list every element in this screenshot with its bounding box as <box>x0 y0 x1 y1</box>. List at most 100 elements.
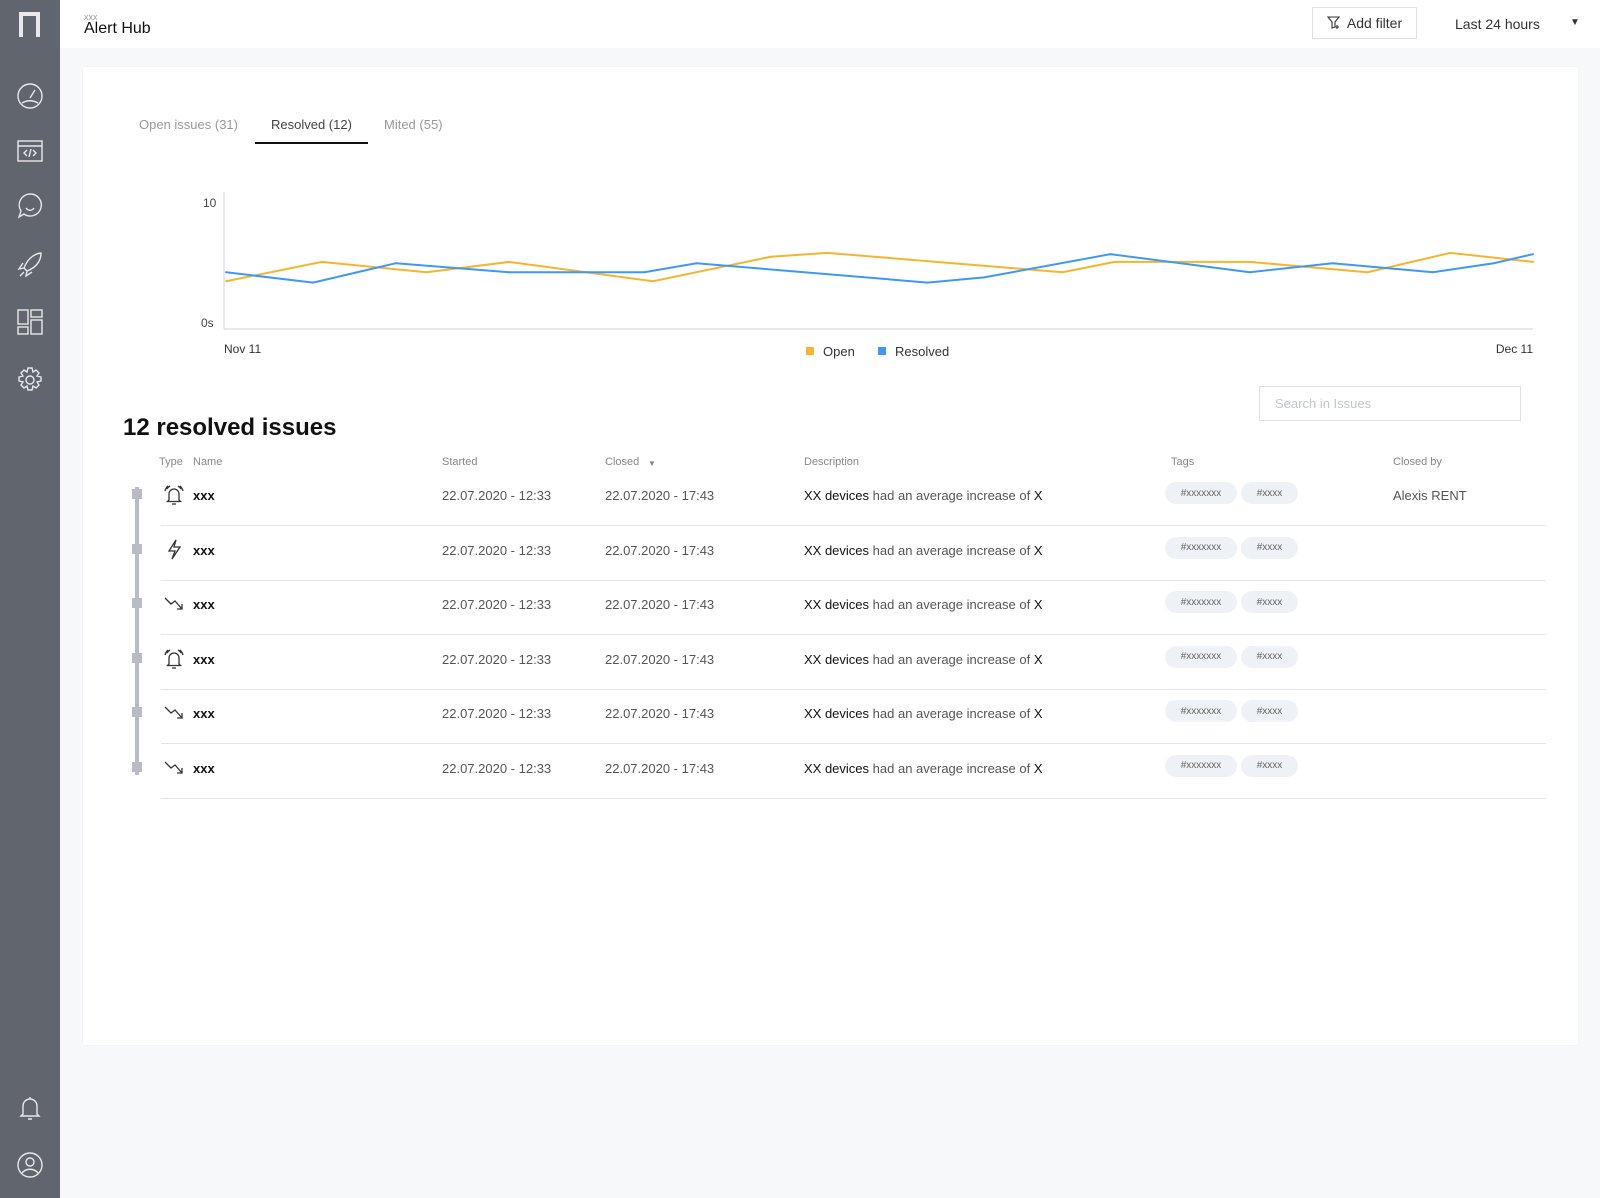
user-icon[interactable] <box>14 1149 46 1181</box>
started-date: 22.07.2020 - 12:33 <box>442 488 552 503</box>
closed-date: 22.07.2020 - 17:43 <box>605 706 715 721</box>
trend-down-icon <box>163 701 185 723</box>
tag-chip[interactable]: #xxxx <box>1241 754 1298 777</box>
series-group <box>225 251 1534 284</box>
desc-value: X <box>1033 488 1043 503</box>
closed-date: 22.07.2020 - 17:43 <box>605 597 715 612</box>
data-point-open <box>1449 251 1452 254</box>
series-line-resolved <box>225 253 1534 284</box>
started-date: 22.07.2020 - 12:33 <box>442 760 552 776</box>
data-point-open <box>651 280 654 283</box>
tab-mited[interactable]: Mited (55) <box>384 117 443 132</box>
tag-chip[interactable]: #xxxxxxx <box>1165 700 1237 722</box>
add-filter-button[interactable]: Add filter <box>1312 7 1417 39</box>
data-point-open <box>1113 260 1116 263</box>
started-date: 22.07.2020 - 12:33 <box>442 597 552 612</box>
issue-name[interactable]: xxx <box>193 706 215 721</box>
time-range-select[interactable]: Last 24 hours <box>1455 16 1540 32</box>
desc-text: had an average increase of <box>869 760 1034 776</box>
issue-row[interactable]: xxx 22.07.2020 - 12:33 22.07.2020 - 17:4… <box>132 527 1546 581</box>
data-point-open <box>320 260 323 263</box>
issue-row[interactable]: xxx 22.07.2020 - 12:33 22.07.2020 - 17:4… <box>132 745 1546 799</box>
issue-name[interactable]: xxx <box>193 651 215 667</box>
timeline-node <box>132 761 142 772</box>
issue-name[interactable]: xxx <box>193 542 215 558</box>
closed-date: 22.07.2020 - 17:43 <box>605 488 715 503</box>
top-bar: xxx Alert Hub Add filter Last 24 hours ▼ <box>60 0 1600 48</box>
data-point-resolved <box>225 271 227 274</box>
breadcrumb[interactable]: xxx <box>84 12 98 22</box>
legend-label-resolved[interactable]: Resolved <box>895 344 949 359</box>
col-closed[interactable]: Closed <box>605 456 640 468</box>
timeline-node <box>132 652 142 663</box>
desc-subject: XX devices <box>804 651 870 667</box>
issue-description: XX devices had an average increase of X <box>804 652 1043 667</box>
issue-row[interactable]: xxx 22.07.2020 - 12:33 22.07.2020 - 17:4… <box>132 472 1546 526</box>
desc-text: had an average increase of <box>869 542 1034 558</box>
desc-subject: XX devices <box>804 597 870 612</box>
timeline-bar <box>135 487 139 775</box>
tag-chip[interactable]: #xxxx <box>1241 482 1298 504</box>
settings-gear-icon[interactable] <box>14 364 46 396</box>
tag-chip[interactable]: #xxxxxxx <box>1165 536 1237 559</box>
col-started[interactable]: Started <box>442 456 478 468</box>
sort-desc-icon[interactable]: ▼ <box>648 459 656 468</box>
issue-name[interactable]: xxx <box>193 597 215 612</box>
data-point-resolved <box>983 276 986 279</box>
data-point-resolved <box>394 262 397 265</box>
dashboard-gauge-icon[interactable] <box>14 80 46 112</box>
logo-icon[interactable] <box>14 8 46 40</box>
page-title: Alert Hub <box>84 20 151 37</box>
issue-row[interactable]: xxx 22.07.2020 - 12:33 22.07.2020 - 17:4… <box>132 636 1546 690</box>
alarm-bell-icon <box>163 483 185 505</box>
tag-chip[interactable]: #xxxx <box>1241 645 1298 668</box>
trend-down-icon <box>163 592 185 614</box>
data-point-open <box>1366 271 1369 274</box>
desc-subject: XX devices <box>804 542 870 558</box>
lightning-icon <box>163 538 185 560</box>
closed-date: 22.07.2020 - 17:43 <box>605 651 715 667</box>
issue-name[interactable]: xxx <box>193 488 215 503</box>
tag-chip[interactable]: #xxxxxxx <box>1165 754 1237 777</box>
tab-open-issues[interactable]: Open issues (31) <box>139 117 238 132</box>
layout-grid-icon[interactable] <box>14 306 46 338</box>
data-point-resolved <box>926 281 929 284</box>
desc-value: X <box>1033 651 1043 667</box>
data-point-open <box>1532 260 1534 263</box>
trend-down-icon <box>163 756 185 778</box>
col-closed-by[interactable]: Closed by <box>1393 456 1442 468</box>
closed-date: 22.07.2020 - 17:43 <box>605 760 715 776</box>
tag-chip[interactable]: #xxxxxxx <box>1165 645 1237 668</box>
data-point-open <box>826 251 829 254</box>
legend-swatch-resolved <box>878 347 886 355</box>
bell-icon[interactable] <box>14 1092 46 1124</box>
issue-name[interactable]: xxx <box>193 760 215 776</box>
y-tick-label: 10 <box>203 196 217 210</box>
tag-chip[interactable]: #xxxxxxx <box>1165 482 1237 504</box>
chevron-down-icon[interactable]: ▼ <box>1570 17 1580 28</box>
tag-chip[interactable]: #xxxx <box>1241 591 1298 613</box>
col-name[interactable]: Name <box>193 456 223 468</box>
tab-resolved[interactable]: Resolved (12) <box>255 117 368 144</box>
issue-description: XX devices had an average increase of X <box>804 706 1043 721</box>
tag-chip[interactable]: #xxxx <box>1241 536 1298 559</box>
desc-text: had an average increase of <box>869 597 1034 612</box>
data-point-resolved <box>1532 253 1534 256</box>
code-window-icon[interactable] <box>14 135 46 167</box>
legend-label-open[interactable]: Open <box>823 344 855 359</box>
desc-subject: XX devices <box>804 706 870 721</box>
search-issues-input[interactable] <box>1259 386 1521 421</box>
rocket-icon[interactable] <box>14 248 46 280</box>
issue-description: XX devices had an average increase of X <box>804 761 1043 776</box>
tag-chip[interactable]: #xxxxxxx <box>1165 591 1237 613</box>
issue-row[interactable]: xxx 22.07.2020 - 12:33 22.07.2020 - 17:4… <box>132 690 1546 744</box>
desc-subject: XX devices <box>804 488 870 503</box>
issue-row[interactable]: xxx 22.07.2020 - 12:33 22.07.2020 - 17:4… <box>132 581 1546 635</box>
alarm-bell-icon <box>163 647 185 669</box>
tag-chip[interactable]: #xxxx <box>1241 700 1298 722</box>
data-point-open <box>769 255 772 258</box>
issue-description: XX devices had an average increase of X <box>804 597 1043 612</box>
desc-text: had an average increase of <box>869 706 1034 721</box>
chat-smile-icon[interactable] <box>14 190 46 222</box>
data-point-open <box>225 280 227 283</box>
